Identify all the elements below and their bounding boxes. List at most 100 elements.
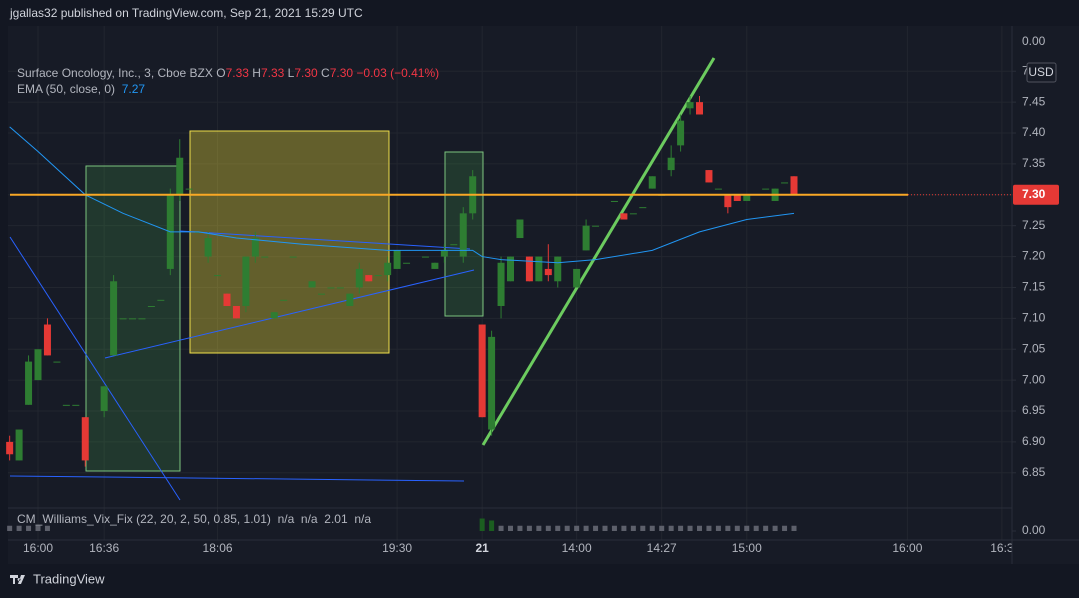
candle-body [129, 318, 136, 320]
indicator-bar [555, 525, 561, 531]
candle-body [667, 157, 675, 171]
y-tick-label: 7.10 [1022, 311, 1046, 325]
candle-body [393, 250, 401, 269]
y-tick-label: 6.90 [1022, 434, 1046, 448]
indicator-bar [725, 525, 731, 531]
candle-body [100, 386, 108, 412]
candle-body [535, 256, 543, 282]
y-tick-label: 7.45 [1022, 94, 1046, 108]
candle-body [724, 194, 732, 208]
x-tick-label: 14:00 [562, 541, 592, 555]
indicator-legend: CM_Williams_Vix_Fix (22, 20, 2, 50, 0.85… [17, 512, 371, 526]
y-tick-label: 7.40 [1022, 125, 1046, 139]
candle-body [365, 275, 373, 282]
candle-body [762, 188, 770, 190]
trend-line [9, 475, 465, 482]
indicator-bar [763, 525, 769, 531]
x-tick-label: 15:00 [732, 541, 762, 555]
indicator-bar [498, 525, 504, 531]
header: jgallas32 published on TradingView.com, … [9, 6, 363, 20]
y-tick-label: 0.00 [1022, 523, 1046, 537]
indicator-bar [44, 525, 50, 531]
candle-body [185, 188, 193, 190]
x-tick-label: 16:00 [892, 541, 922, 555]
indicator-bar [772, 525, 778, 531]
candle-body [25, 361, 33, 405]
indicator-bar [715, 525, 721, 531]
currency-box [1026, 62, 1057, 83]
chart-area [8, 26, 1079, 564]
candle-body [223, 293, 231, 306]
candle-body [138, 318, 146, 320]
indicator-bar [508, 525, 513, 531]
logo-icon [10, 575, 25, 584]
candle-body [620, 213, 628, 220]
legend-key: O [216, 66, 226, 80]
indicator-readout: n/a [277, 512, 295, 526]
candle-body [232, 305, 240, 319]
candle-body [110, 281, 118, 356]
candle-body [554, 256, 562, 282]
indicator-bar [593, 525, 599, 531]
price-label: 7.30 [1022, 187, 1046, 201]
indicator-bar [7, 525, 13, 531]
candle-body [403, 262, 411, 264]
indicator-bar [659, 525, 665, 531]
candle-body [629, 213, 637, 215]
candle-body [327, 287, 335, 289]
indicator-bar [564, 525, 570, 531]
candle-body [639, 207, 647, 209]
logo: TradingView [10, 571, 105, 586]
candle-body [214, 275, 222, 277]
indicator-readout: n/a [300, 512, 318, 526]
candle-body [336, 287, 344, 289]
marks [6, 95, 1012, 531]
currency-label: USD [1028, 65, 1054, 79]
candle-body [677, 120, 685, 146]
x-tick-label: 16:3 [990, 541, 1014, 555]
candle-body [686, 102, 694, 109]
indicator-bar [574, 525, 580, 531]
candle-body [743, 194, 751, 201]
candle-body [488, 336, 496, 430]
x-tick-label: 21 [475, 541, 489, 555]
candle-body [516, 219, 524, 239]
legend-value: 7.33 [260, 66, 285, 80]
x-tick-label: 16:00 [23, 541, 53, 555]
indicator-bar [611, 525, 617, 531]
indicator-bar [687, 525, 693, 531]
candle-body [525, 256, 533, 282]
indicator-bar [16, 525, 22, 531]
y-tick-label: 6.95 [1022, 403, 1046, 417]
candle-body [261, 256, 269, 258]
candle-body [478, 324, 486, 418]
legend-value: 7.33 [225, 66, 249, 80]
legend-ema-value: 7.27 [121, 82, 146, 96]
candle-body [318, 293, 325, 295]
candle-body [781, 182, 789, 184]
indicator-bar [26, 525, 32, 531]
indicator-bar [526, 525, 532, 531]
candle-body [355, 268, 363, 288]
indicator-bar [753, 525, 759, 531]
candle-body [648, 176, 656, 189]
y-tick-label: 7.15 [1022, 280, 1046, 294]
indicator-bar [649, 525, 655, 531]
y-axis: 6.85 6.90 6.95 7.00 7.05 7.10 7.15 7.20 7.25 7.30… [1012, 34, 1059, 537]
trend-line [481, 57, 716, 446]
ema-line [9, 126, 795, 264]
legend-ema: EMA (50, close, 0) [17, 82, 116, 96]
candle-body [440, 250, 448, 257]
candle-body [251, 238, 259, 257]
indicator-bar [517, 525, 523, 531]
legend-key: L [287, 66, 295, 80]
y-tick-label: 7.00 [1022, 372, 1046, 386]
indicator-title: CM_Williams_Vix_Fix (22, 20, 2, 50, 0.85… [17, 512, 271, 526]
x-tick-label: 16:36 [89, 541, 119, 555]
candle-body [592, 225, 600, 227]
indicator-bar [640, 525, 646, 531]
candle-body [421, 256, 429, 258]
indicator-bar [621, 525, 627, 531]
indicator-bar [630, 525, 636, 531]
